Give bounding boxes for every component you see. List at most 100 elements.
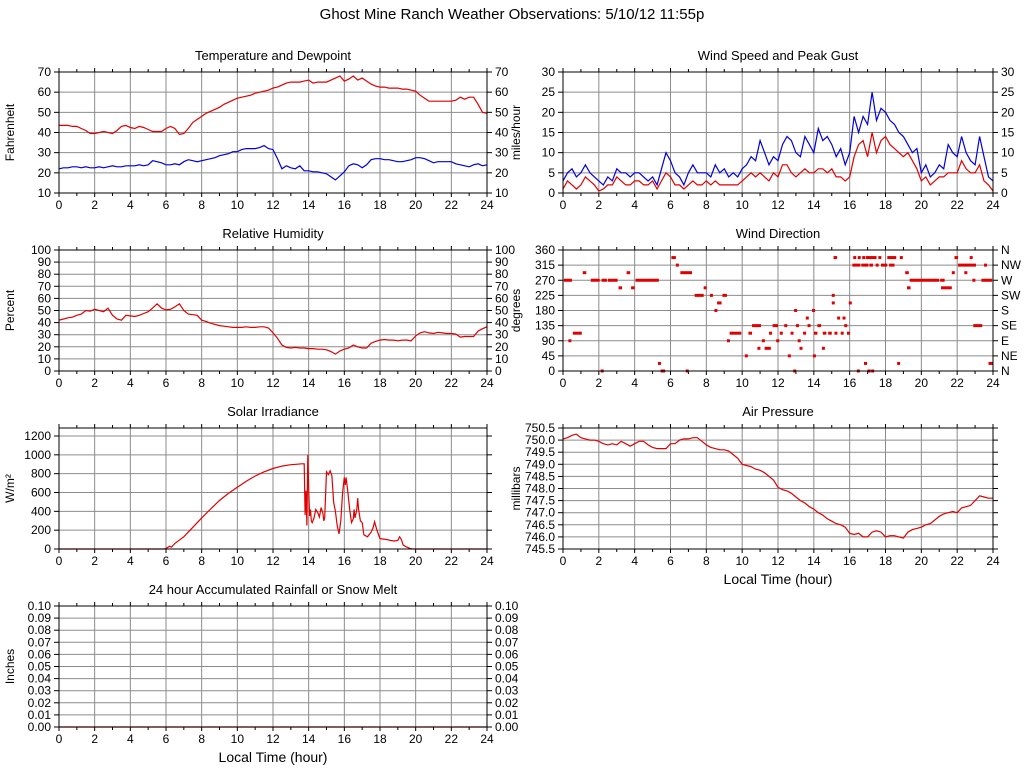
chart-title: Wind Direction	[736, 226, 821, 241]
y-tick-label: 0.02	[28, 696, 52, 710]
x-tick-label: 24	[480, 376, 494, 390]
x-tick-label: 16	[338, 376, 352, 390]
x-tick-label: 10	[735, 198, 749, 212]
direction-marks	[972, 278, 976, 282]
x-tick-label: 22	[445, 732, 459, 746]
irradiance-line	[59, 454, 487, 550]
direction-marks	[817, 324, 821, 328]
x-tick-label: 0	[56, 376, 63, 390]
x-tick-label: 16	[338, 554, 352, 568]
page-title: Ghost Mine Ranch Weather Observations: 5…	[319, 6, 705, 23]
compass-label: N	[1001, 364, 1010, 378]
direction-marks	[831, 293, 835, 297]
y-tick-label-right: 60	[495, 291, 509, 305]
x-tick-label: 12	[266, 732, 280, 746]
direction-marks	[748, 331, 753, 335]
direction-marks	[807, 324, 811, 328]
y-tick-label: 745.5	[525, 542, 555, 556]
y-tick-label: 746.5	[525, 518, 555, 532]
y-tick-label: 60	[38, 85, 52, 99]
direction-marks	[784, 324, 788, 328]
direction-marks	[821, 346, 825, 350]
x-tick-label: 18	[373, 376, 387, 390]
direction-marks	[797, 339, 801, 343]
y-tick-label: 0.09	[28, 611, 52, 625]
x-tick-label: 14	[807, 198, 821, 212]
x-tick-label: 12	[771, 554, 785, 568]
dewpoint-line	[58, 144, 488, 181]
y-tick-label: 15	[542, 126, 556, 140]
direction-marks	[862, 256, 866, 260]
y-tick-label: 0.07	[28, 635, 52, 649]
y-tick-label: 1200	[24, 429, 51, 443]
y-tick-label: 0.06	[28, 647, 52, 661]
x-tick-label: 18	[373, 732, 387, 746]
x-tick-label: 4	[631, 376, 638, 390]
x-tick-label: 18	[373, 554, 387, 568]
direction-marks	[988, 361, 993, 365]
x-tick-label: 20	[915, 376, 929, 390]
x-tick-label: 0	[560, 554, 567, 568]
direction-marks	[717, 301, 722, 305]
x-tick-label: 10	[735, 554, 749, 568]
y-tick-label-right: 15	[1001, 126, 1015, 140]
y-tick-label-right: 50	[495, 304, 509, 318]
x-tick-label: 20	[409, 198, 423, 212]
direction-marks	[618, 286, 623, 290]
y-tick-label: 70	[38, 65, 52, 79]
x-axis-label: Local Time (hour)	[219, 749, 328, 765]
x-tick-label: 18	[879, 554, 893, 568]
y-tick-label: 750.5	[525, 421, 555, 435]
x-tick-label: 18	[373, 198, 387, 212]
x-tick-label: 2	[91, 376, 98, 390]
y-tick-label: 5	[548, 166, 555, 180]
y-tick-label: 747.5	[525, 494, 555, 508]
x-tick-label: 22	[445, 554, 459, 568]
direction-marks	[813, 331, 818, 335]
y-axis-label: miles/hour	[509, 105, 523, 160]
y-tick-label: 90	[542, 334, 556, 348]
direction-marks	[722, 293, 727, 297]
y-tick-label: 20	[542, 105, 556, 119]
y-tick-label: 30	[38, 146, 52, 160]
x-tick-label: 16	[843, 554, 857, 568]
y-tick-label-right: 0	[495, 364, 502, 378]
chart-title: Temperature and Dewpoint	[195, 48, 351, 63]
peak-gust-line	[562, 92, 994, 187]
direction-marks	[568, 339, 572, 343]
x-tick-label: 6	[667, 198, 674, 212]
direction-marks	[969, 256, 973, 260]
direction-marks	[899, 256, 903, 260]
x-tick-label: 4	[127, 732, 134, 746]
direction-marks	[812, 354, 816, 358]
y-tick-label: 60	[38, 291, 52, 305]
y-tick-label-right: 70	[495, 65, 509, 79]
y-tick-label: 20	[38, 340, 52, 354]
direction-marks	[790, 331, 794, 335]
direction-marks	[752, 324, 761, 328]
y-tick-label-right: 50	[495, 105, 509, 119]
x-tick-label: 12	[771, 198, 785, 212]
y-tick-label-right: 60	[495, 85, 509, 99]
direction-marks	[812, 309, 816, 312]
y-tick-label-right: 90	[495, 255, 509, 269]
y-tick-label-right: 0.10	[495, 599, 519, 613]
temperature-line	[59, 75, 488, 136]
plot-border	[58, 249, 488, 372]
direction-marks	[822, 331, 827, 335]
y-axis-label: Percent	[3, 289, 17, 331]
chart-title: 24 hour Accumulated Rainfall or Snow Mel…	[149, 582, 398, 597]
x-tick-label: 16	[843, 376, 857, 390]
x-tick-label: 10	[231, 554, 245, 568]
direction-marks	[795, 324, 799, 328]
x-tick-label: 0	[56, 198, 63, 212]
y-tick-label: 40	[38, 316, 52, 330]
x-tick-label: 4	[127, 376, 134, 390]
y-axis-label: millibars	[509, 466, 523, 510]
y-tick-label: 100	[31, 243, 51, 257]
x-tick-label: 2	[595, 198, 602, 212]
